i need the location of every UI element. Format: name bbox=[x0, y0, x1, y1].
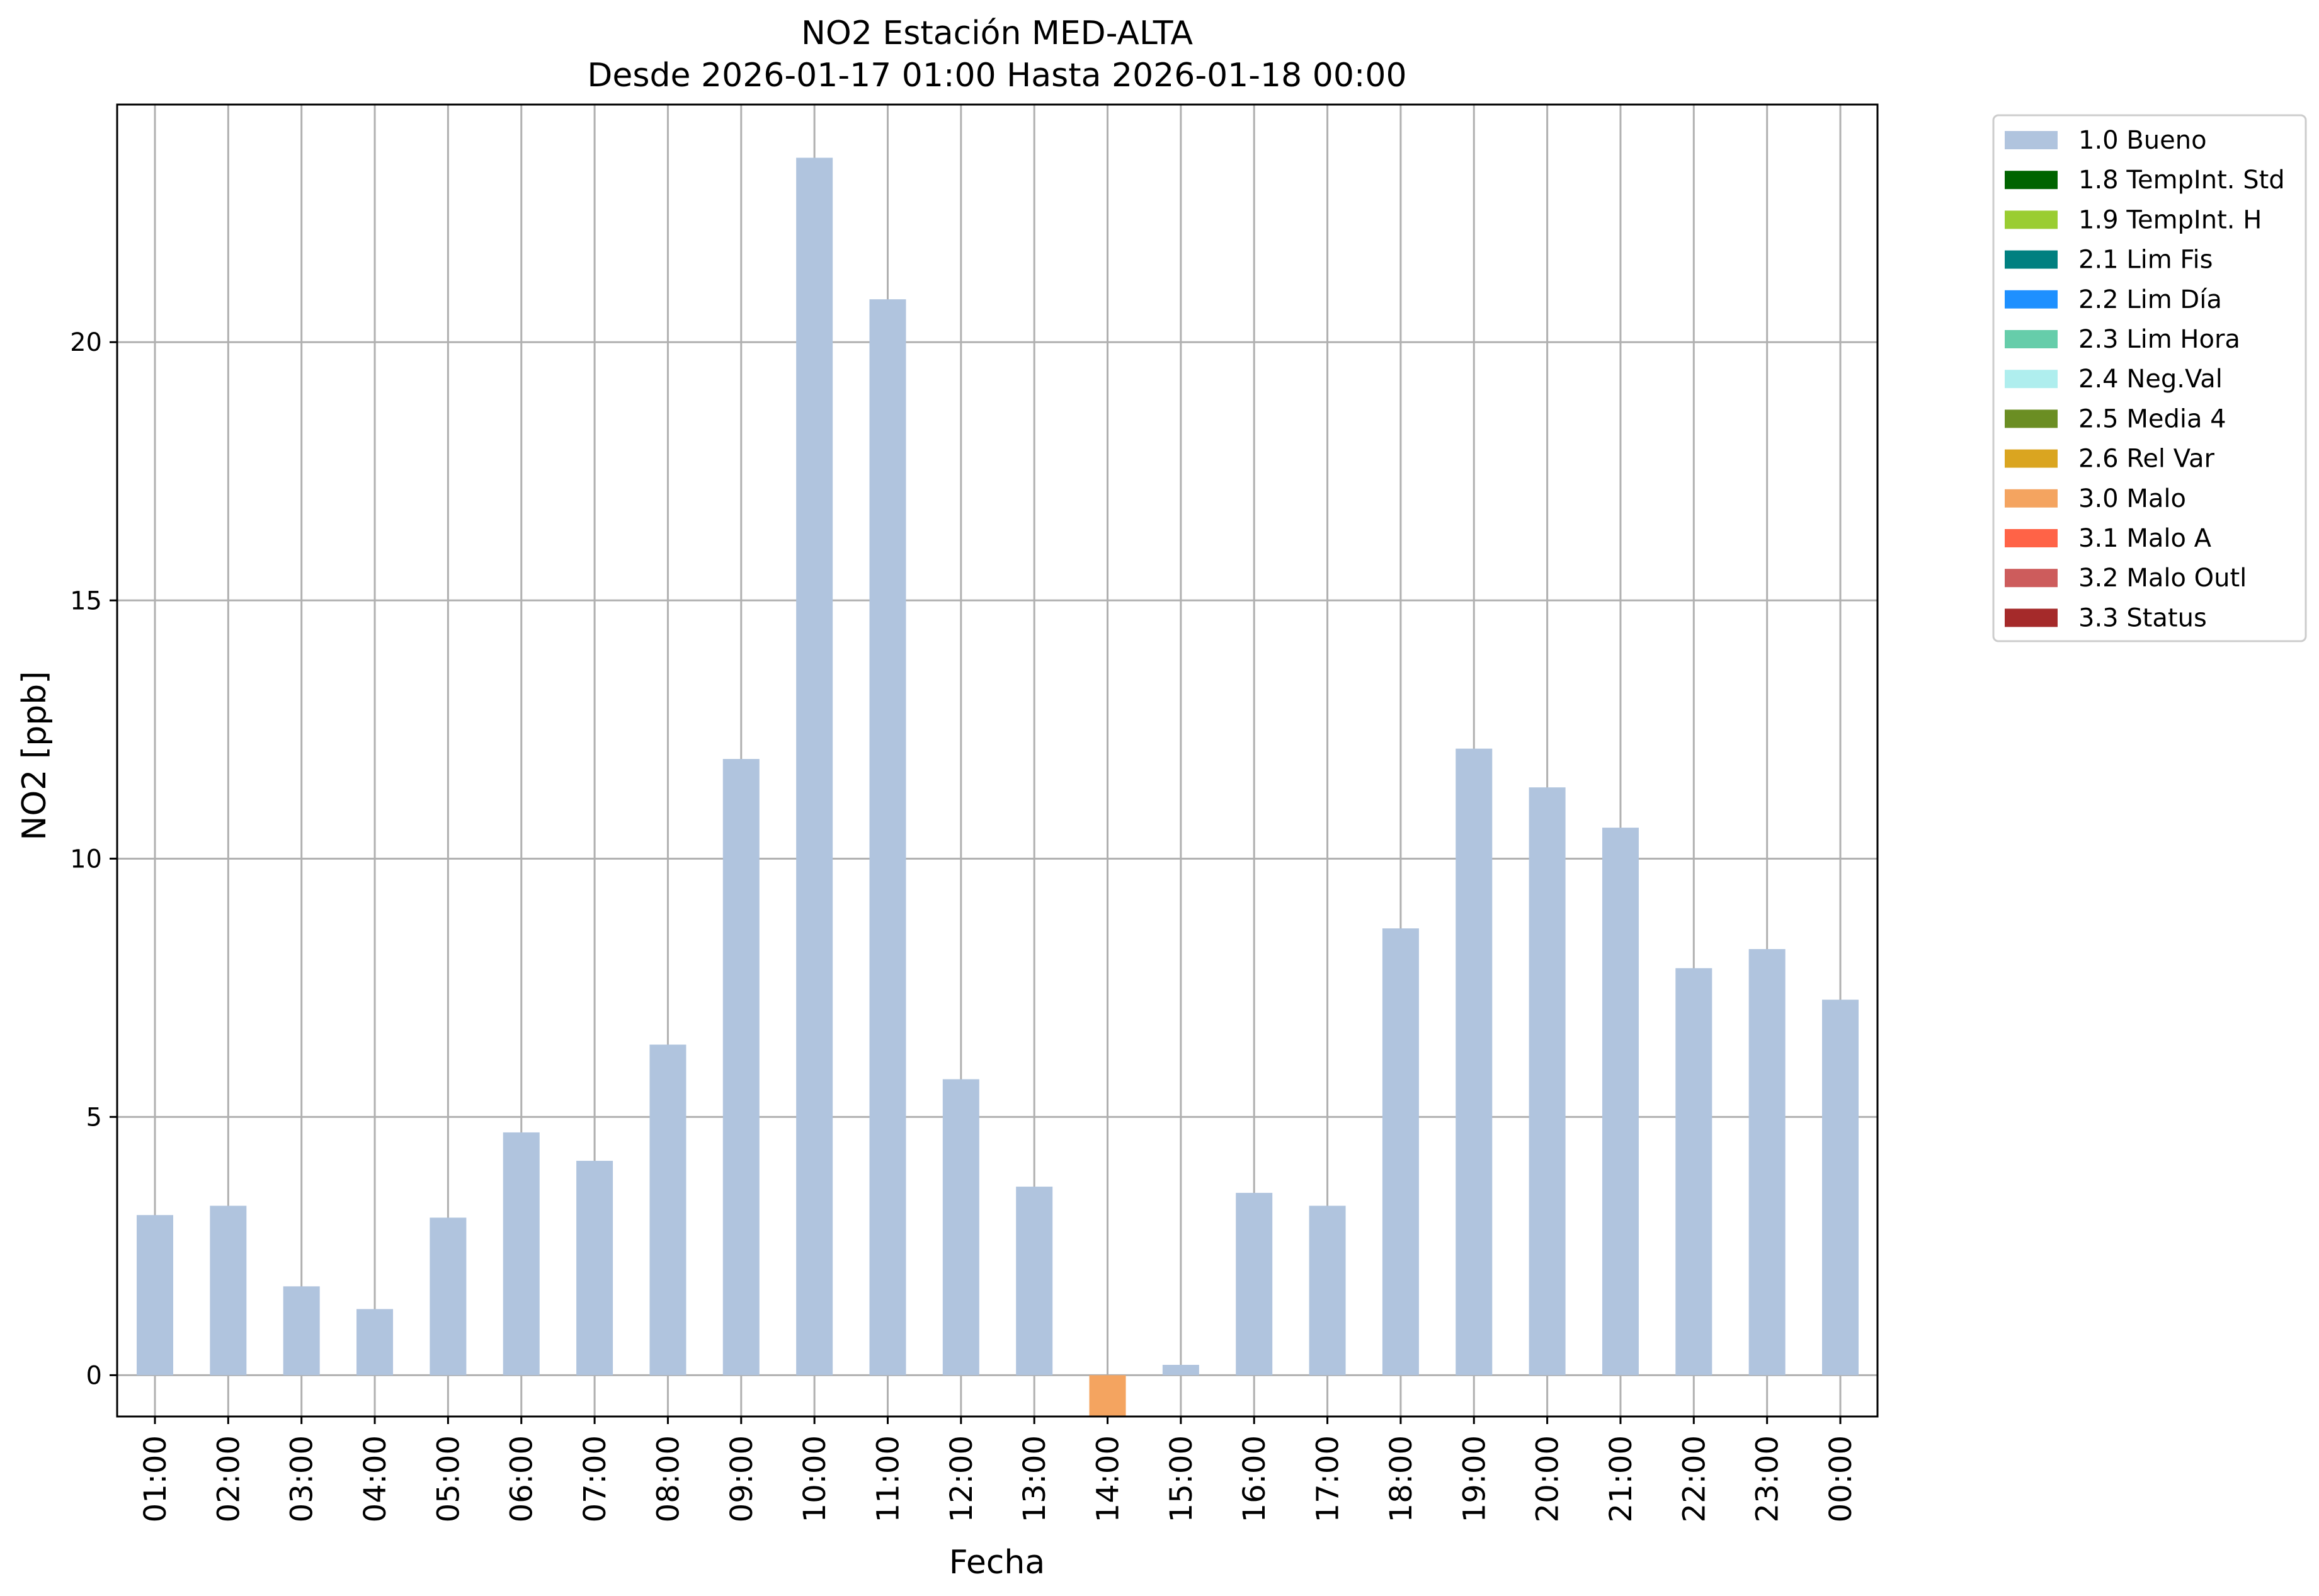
x-tick-label-18: 19:00 bbox=[1457, 1435, 1492, 1522]
bar-20:00 bbox=[1529, 787, 1566, 1376]
bar-01:00 bbox=[137, 1215, 173, 1376]
bar-08:00 bbox=[649, 1044, 687, 1376]
bar-22:00 bbox=[1675, 968, 1712, 1376]
legend-swatch-3.0 bbox=[2005, 489, 2058, 508]
y-tick-label-4: 20 bbox=[70, 328, 102, 357]
legend-label-1.9: 1.9 TempInt. H bbox=[2078, 205, 2262, 234]
legend-swatch-1.0 bbox=[2005, 131, 2058, 149]
x-tick-label-6: 07:00 bbox=[578, 1435, 613, 1522]
x-tick-label-11: 12:00 bbox=[944, 1435, 979, 1522]
bars bbox=[137, 157, 1859, 1416]
x-tick-label-3: 04:00 bbox=[358, 1435, 393, 1522]
legend-swatch-2.2 bbox=[2005, 290, 2058, 309]
bar-13:00 bbox=[1016, 1187, 1053, 1376]
x-tick-label-10: 11:00 bbox=[870, 1435, 906, 1522]
legend-label-2.5: 2.5 Media 4 bbox=[2078, 404, 2226, 433]
y-tick-label-1: 5 bbox=[86, 1103, 102, 1132]
x-tick-label-5: 06:00 bbox=[504, 1435, 540, 1522]
bar-10:00 bbox=[796, 157, 833, 1376]
legend-swatch-3.1 bbox=[2005, 529, 2058, 547]
legend-swatch-1.9 bbox=[2005, 210, 2058, 229]
legend-items: 1.0 Bueno 1.8 TempInt. Std 1.9 TempInt. H 2… bbox=[2005, 126, 2285, 632]
x-tick-label-8: 09:00 bbox=[724, 1435, 760, 1522]
x-tick-label-12: 13:00 bbox=[1017, 1435, 1052, 1522]
legend-label-3.1: 3.1 Malo A bbox=[2078, 524, 2212, 553]
bar-04:00 bbox=[356, 1309, 394, 1376]
legend-label-2.2: 2.2 Lim Día bbox=[2078, 285, 2222, 314]
legend-label-2.1: 2.1 Lim Fis bbox=[2078, 246, 2213, 275]
x-axis-label: Fecha bbox=[949, 1544, 1045, 1582]
legend-label-2.3: 2.3 Lim Hora bbox=[2078, 325, 2240, 354]
bar-07:00 bbox=[576, 1161, 613, 1376]
x-tick-label-13: 14:00 bbox=[1091, 1435, 1126, 1522]
y-tick-label-0: 0 bbox=[86, 1361, 102, 1390]
legend-swatch-1.8 bbox=[2005, 171, 2058, 190]
y-axis-label: NO2 [ppb] bbox=[16, 671, 54, 840]
bar-00:00 bbox=[1822, 1000, 1859, 1376]
x-tick-label-16: 17:00 bbox=[1311, 1435, 1346, 1522]
bar-02:00 bbox=[210, 1206, 247, 1376]
legend-frame bbox=[1992, 114, 2307, 642]
x-tick-label-23: 00:00 bbox=[1823, 1435, 1859, 1522]
bar-19:00 bbox=[1456, 748, 1493, 1376]
legend-label-1.0: 1.0 Bueno bbox=[2078, 126, 2207, 155]
legend-label-3.0: 3.0 Malo bbox=[2078, 484, 2186, 513]
bar-21:00 bbox=[1602, 828, 1639, 1376]
bar-18:00 bbox=[1382, 928, 1419, 1376]
x-tick-label-17: 18:00 bbox=[1384, 1435, 1419, 1522]
legend-swatch-3.2 bbox=[2005, 569, 2058, 588]
x-tick-label-15: 16:00 bbox=[1237, 1435, 1272, 1522]
chart-title: NO2 Estación MED-ALTA bbox=[801, 14, 1193, 52]
legend-swatch-3.3 bbox=[2005, 608, 2058, 627]
legend-swatch-2.6 bbox=[2005, 449, 2058, 468]
legend-swatch-2.5 bbox=[2005, 409, 2058, 428]
bar-05:00 bbox=[430, 1217, 467, 1376]
bar-09:00 bbox=[722, 759, 760, 1376]
bar-03:00 bbox=[283, 1286, 320, 1376]
legend-swatch-2.4 bbox=[2005, 370, 2058, 389]
legend-label-2.6: 2.6 Rel Var bbox=[2078, 445, 2215, 474]
bar-15:00 bbox=[1162, 1364, 1199, 1376]
x-tick-label-7: 08:00 bbox=[651, 1435, 686, 1522]
legend-label-1.8: 1.8 TempInt. Std bbox=[2078, 166, 2285, 195]
legend-swatch-2.1 bbox=[2005, 250, 2058, 269]
x-tick-label-4: 05:00 bbox=[431, 1435, 466, 1522]
bar-06:00 bbox=[503, 1132, 540, 1376]
legend-label-3.3: 3.3 Status bbox=[2078, 603, 2207, 632]
legend-swatch-2.3 bbox=[2005, 330, 2058, 348]
plot-frame bbox=[116, 103, 1879, 1418]
bar-11:00 bbox=[869, 299, 906, 1376]
x-tick-label-19: 20:00 bbox=[1530, 1435, 1566, 1522]
chart-subtitle: Desde 2026-01-17 01:00 Hasta 2026-01-18 … bbox=[587, 57, 1406, 94]
bar-16:00 bbox=[1236, 1192, 1273, 1376]
legend-label-2.4: 2.4 Neg.Val bbox=[2078, 365, 2223, 394]
legend-label-3.2: 3.2 Malo Outl bbox=[2078, 564, 2247, 593]
y-tick-label-3: 15 bbox=[70, 586, 102, 615]
y-tick-label-2: 10 bbox=[70, 845, 102, 874]
x-tick-label-14: 15:00 bbox=[1164, 1435, 1199, 1522]
x-tick-label-9: 10:00 bbox=[797, 1435, 833, 1522]
legend: 1.0 Bueno 1.8 TempInt. Std 1.9 TempInt. H 2… bbox=[1992, 114, 2307, 642]
bar-17:00 bbox=[1309, 1206, 1346, 1376]
x-tick-label-22: 23:00 bbox=[1750, 1435, 1786, 1522]
bar-12:00 bbox=[942, 1079, 979, 1376]
bar-14:00 bbox=[1089, 1375, 1126, 1416]
bar-23:00 bbox=[1748, 949, 1786, 1376]
x-tick-label-21: 22:00 bbox=[1677, 1435, 1712, 1522]
x-tick-label-20: 21:00 bbox=[1604, 1435, 1639, 1522]
ticks: 0 5 10 15 20 01:00 02:00 03:00 04:00 05:00 06:00 07… bbox=[70, 328, 1859, 1522]
x-tick-label-1: 02:00 bbox=[211, 1435, 246, 1522]
x-tick-label-2: 03:00 bbox=[285, 1435, 320, 1522]
x-tick-label-0: 01:00 bbox=[138, 1435, 173, 1522]
